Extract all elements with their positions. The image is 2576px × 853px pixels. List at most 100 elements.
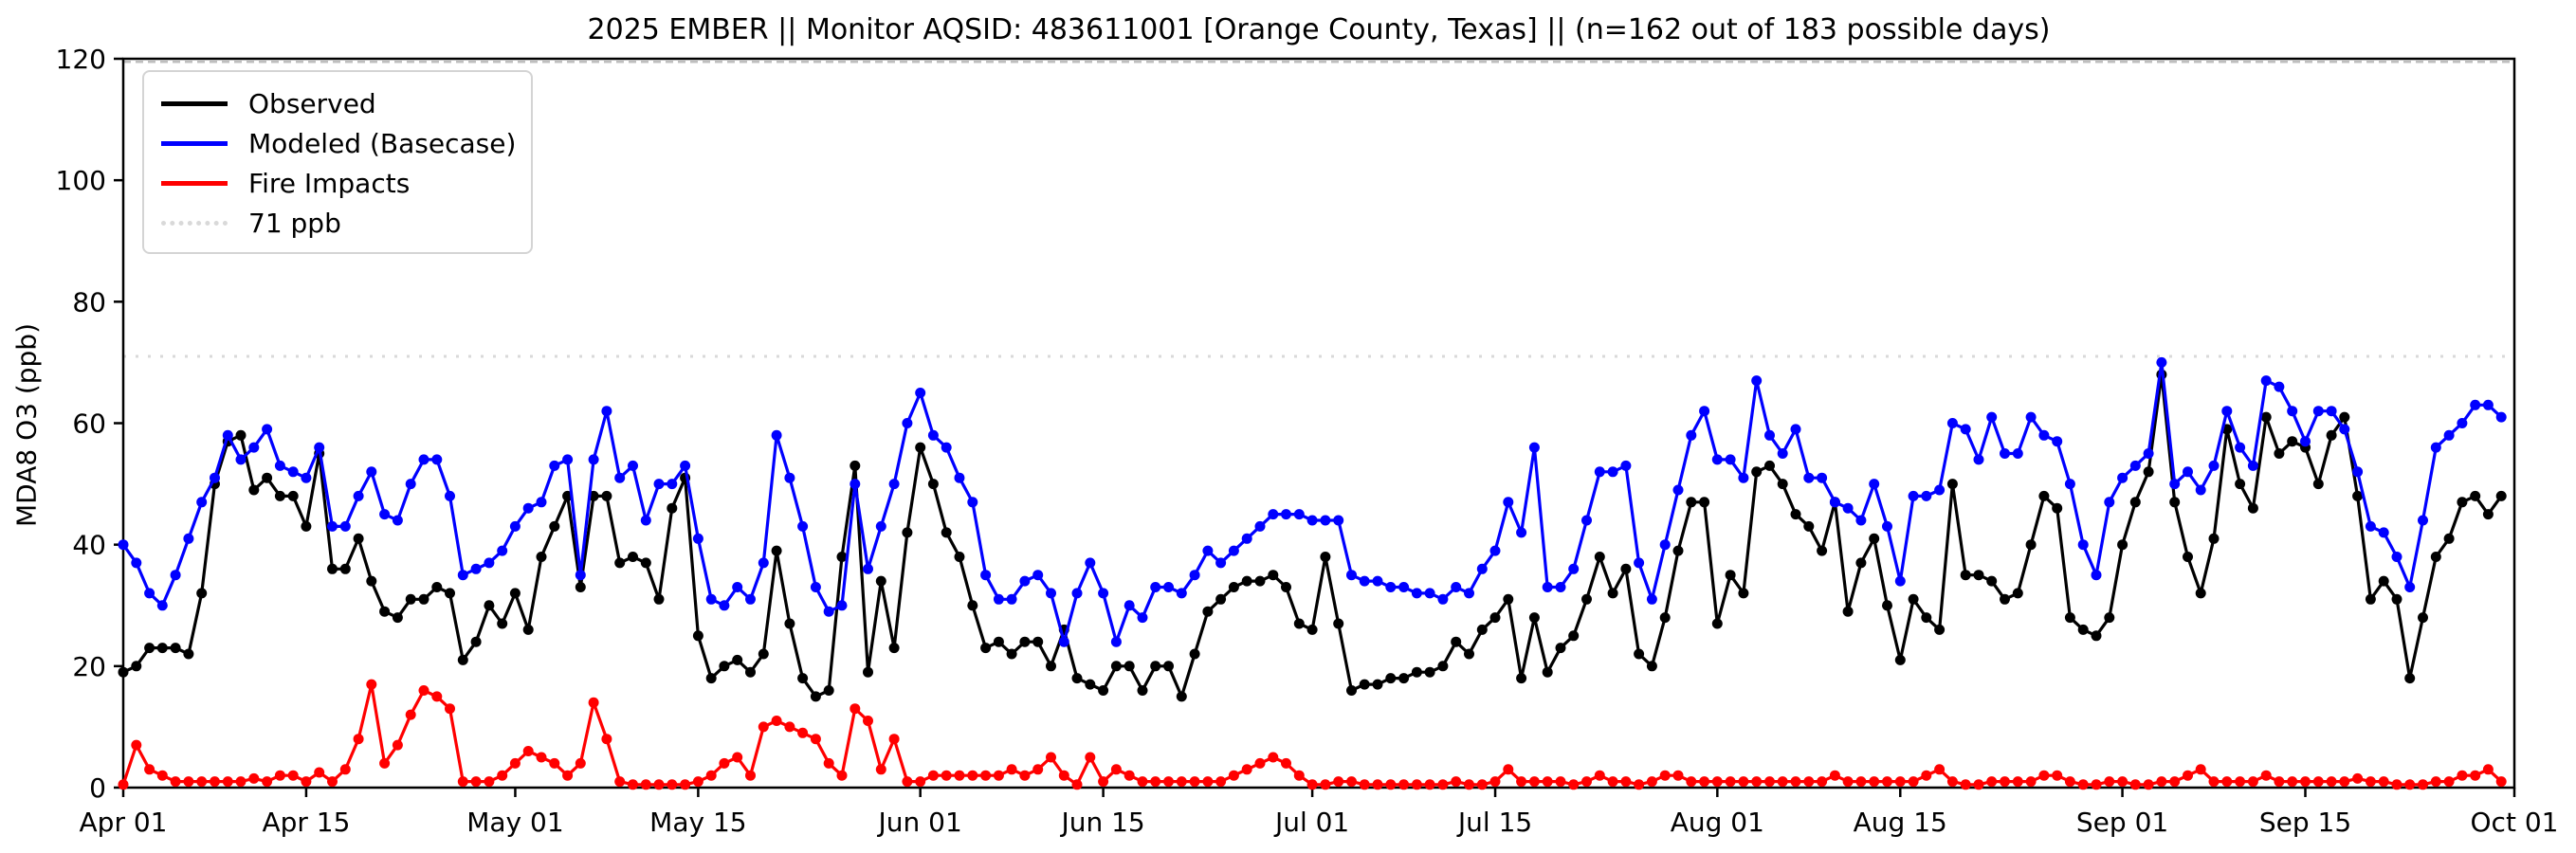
series-observed xyxy=(118,369,2507,702)
data-point xyxy=(2430,552,2441,562)
data-point xyxy=(431,582,443,592)
data-point xyxy=(1894,776,1906,788)
data-point xyxy=(1973,454,1984,465)
data-point xyxy=(210,472,220,483)
data-point xyxy=(170,776,181,788)
data-point xyxy=(1581,593,1592,605)
data-point xyxy=(927,429,939,441)
data-point xyxy=(536,752,547,763)
data-point xyxy=(522,502,534,514)
data-point xyxy=(2221,776,2233,788)
data-point xyxy=(1110,636,1122,647)
data-point xyxy=(1032,636,1044,647)
data-point xyxy=(863,666,873,678)
data-point xyxy=(915,776,926,788)
data-point xyxy=(418,593,429,605)
fire-line-sample xyxy=(161,180,228,186)
data-point xyxy=(1333,515,1344,526)
data-point xyxy=(1451,776,1462,788)
data-point xyxy=(1281,757,1291,769)
data-point xyxy=(1842,606,1854,617)
legend-item-fire: Fire Impacts xyxy=(144,163,531,203)
data-point xyxy=(902,418,913,428)
data-point xyxy=(131,557,142,569)
data-point xyxy=(2247,460,2258,471)
legend-label: 71 ppb xyxy=(248,207,341,239)
data-point xyxy=(1842,776,1854,788)
data-point xyxy=(353,734,364,745)
data-point xyxy=(509,757,521,769)
data-point xyxy=(1503,593,1514,605)
data-point xyxy=(248,772,260,784)
data-point xyxy=(863,716,873,726)
data-point xyxy=(1777,479,1788,490)
data-point xyxy=(2091,630,2102,642)
data-point xyxy=(1699,776,1710,788)
data-point xyxy=(1006,648,1017,660)
data-point xyxy=(509,588,521,599)
data-point xyxy=(327,776,338,788)
data-point xyxy=(1306,779,1318,790)
data-point xyxy=(366,575,377,587)
data-point xyxy=(1659,612,1671,624)
data-point xyxy=(2117,472,2128,483)
data-point xyxy=(1634,779,1645,790)
x-tick-label: Aug 15 xyxy=(1854,807,1947,838)
data-point xyxy=(954,552,965,562)
data-point xyxy=(2129,497,2141,508)
data-point xyxy=(588,697,599,708)
data-point xyxy=(2235,479,2246,490)
data-point xyxy=(2430,442,2441,453)
data-point xyxy=(2300,776,2311,788)
data-point xyxy=(1960,570,1971,581)
data-point xyxy=(1581,776,1592,788)
x-tick-label: Sep 01 xyxy=(2076,807,2168,838)
data-point xyxy=(836,600,848,611)
data-point xyxy=(484,776,495,788)
data-point xyxy=(1085,557,1096,569)
data-point xyxy=(1019,770,1031,781)
data-point xyxy=(640,779,651,790)
data-point xyxy=(1751,375,1763,387)
data-point xyxy=(1646,593,1657,605)
data-point xyxy=(1137,612,1148,624)
data-point xyxy=(1451,636,1462,647)
data-point xyxy=(1686,497,1697,508)
y-tick-label: 120 xyxy=(56,44,106,75)
data-point xyxy=(470,636,482,647)
data-point xyxy=(2378,575,2389,587)
data-point xyxy=(915,442,926,453)
data-point xyxy=(1882,520,1892,532)
data-point xyxy=(614,472,626,483)
data-point xyxy=(771,429,782,441)
data-point xyxy=(1738,588,1749,599)
data-point xyxy=(248,442,260,453)
x-axis: Apr 01 Apr 15 May 01 May 15 Jun 01 Jun 15 Jul … xyxy=(80,788,2558,838)
data-point xyxy=(1228,582,1239,592)
data-point xyxy=(1228,770,1239,781)
data-point xyxy=(1516,673,1527,684)
data-point xyxy=(379,757,391,769)
data-point xyxy=(1137,685,1148,696)
data-point xyxy=(1908,776,1919,788)
data-point xyxy=(210,776,220,788)
data-point xyxy=(2352,490,2364,501)
data-point xyxy=(1215,557,1227,569)
data-point xyxy=(2235,442,2246,453)
data-point xyxy=(196,497,208,508)
data-point xyxy=(927,479,939,490)
data-point xyxy=(1581,515,1592,526)
data-point xyxy=(2143,448,2154,459)
data-point xyxy=(457,654,468,665)
data-point xyxy=(1489,776,1501,788)
data-point xyxy=(1228,545,1239,556)
data-point xyxy=(2470,490,2481,501)
data-point xyxy=(1411,588,1422,599)
data-point xyxy=(1869,533,1880,544)
data-point xyxy=(353,533,364,544)
data-point xyxy=(1725,454,1736,465)
data-point xyxy=(1424,588,1435,599)
data-point xyxy=(2457,770,2468,781)
data-point xyxy=(2365,593,2376,605)
data-point xyxy=(2457,497,2468,508)
